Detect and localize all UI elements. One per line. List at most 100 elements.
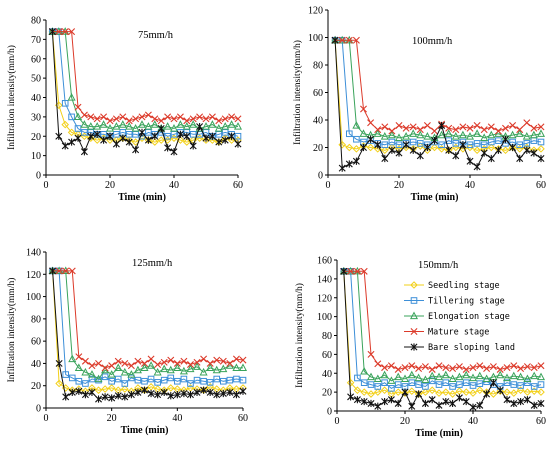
data-point-bare	[476, 401, 484, 409]
data-point-bare	[537, 399, 545, 408]
data-point-bare	[367, 399, 375, 408]
x-tick-label: 40	[468, 416, 478, 427]
data-point-seedling	[182, 138, 191, 146]
data-point-bare	[530, 149, 538, 157]
data-point-tillering	[374, 383, 382, 390]
data-point-mature	[523, 119, 531, 127]
data-point-elongation	[373, 129, 382, 137]
data-point-bare	[428, 396, 436, 404]
chart-title: 150mm/h	[418, 260, 459, 271]
data-point-mature	[476, 362, 484, 370]
y-tick-label: 0	[36, 171, 41, 182]
data-point-tillering	[226, 376, 234, 384]
data-point-mature	[74, 103, 82, 111]
data-point-bare	[469, 403, 477, 411]
data-point-bare	[87, 132, 95, 140]
data-point-tillering	[167, 374, 175, 382]
data-point-mature	[388, 127, 396, 135]
data-point-seedling	[448, 390, 457, 398]
data-point-elongation	[137, 120, 147, 128]
data-point-bare	[151, 132, 159, 140]
data-point-elongation	[394, 133, 404, 141]
data-point-seedling	[366, 143, 375, 152]
data-point-mature	[530, 364, 538, 372]
data-point-elongation	[428, 371, 437, 380]
data-point-bare	[523, 146, 531, 154]
y-tick-label: 20	[313, 143, 323, 154]
data-point-mature	[445, 124, 453, 132]
data-point-mature	[157, 117, 165, 125]
data-point-mature	[180, 357, 188, 365]
data-point-mature	[206, 359, 214, 367]
data-point-bare	[49, 267, 57, 275]
data-point-bare	[226, 388, 234, 396]
data-point-tillering	[367, 381, 375, 388]
data-point-elongation	[509, 371, 518, 380]
data-point-mature	[196, 113, 204, 121]
data-point-mature	[141, 359, 148, 367]
series-line-seedling	[343, 271, 542, 395]
data-point-tillering	[81, 129, 88, 136]
data-point-elongation	[131, 124, 140, 132]
data-point-bare	[208, 132, 216, 140]
data-point-bare	[452, 152, 460, 160]
data-point-mature	[347, 267, 355, 275]
data-point-bare	[442, 397, 450, 406]
data-point-bare	[345, 160, 353, 168]
data-point-mature	[353, 267, 361, 275]
data-point-bare	[435, 401, 443, 409]
data-point-elongation	[380, 370, 389, 379]
data-point-tillering	[189, 131, 197, 138]
data-point-seedling	[530, 387, 539, 395]
data-point-elongation	[189, 120, 198, 128]
data-point-bare	[338, 164, 346, 172]
data-point-bare	[445, 146, 453, 154]
data-point-elongation	[81, 367, 90, 376]
data-point-mature	[487, 123, 495, 131]
y-tick-label: 0	[318, 171, 323, 182]
series-line-mature	[52, 270, 244, 369]
data-point-elongation	[455, 372, 464, 381]
data-point-mature	[517, 365, 525, 373]
x-tick-label: 20	[107, 413, 117, 424]
data-point-bare	[138, 128, 146, 136]
data-point-bare	[167, 392, 175, 400]
data-point-mature	[167, 356, 175, 364]
data-point-mature	[151, 115, 159, 123]
y-tick-label: 100	[26, 292, 41, 303]
series-mature	[49, 267, 247, 372]
data-point-tillering	[354, 374, 361, 382]
x-tick-label: 60	[536, 416, 546, 427]
data-point-elongation	[74, 363, 83, 371]
data-point-elongation	[173, 363, 182, 371]
y-tick-label: 20	[322, 388, 332, 399]
y-tick-label: 0	[327, 407, 332, 418]
data-point-mature	[186, 361, 194, 369]
y-axis-label: Infiltration intensity(mm/h)	[6, 278, 17, 383]
data-point-mature	[221, 115, 229, 123]
data-point-bare	[462, 397, 470, 406]
data-point-tillering	[113, 131, 120, 138]
series-line-seedling	[334, 40, 542, 151]
data-point-tillering	[435, 381, 443, 388]
data-point-elongation	[441, 370, 450, 379]
data-point-bare	[68, 388, 76, 396]
x-tick-label: 40	[169, 180, 179, 191]
data-point-elongation	[421, 375, 430, 383]
data-point-tillering	[346, 130, 353, 138]
data-point-elongation	[176, 120, 185, 128]
data-point-elongation	[192, 362, 202, 370]
data-point-seedling	[523, 388, 532, 396]
data-point-mature	[144, 111, 152, 119]
chart-title: 75mm/h	[138, 30, 174, 41]
legend-bg	[401, 278, 533, 291]
series-line-tillering	[335, 39, 542, 146]
data-point-elongation	[206, 363, 215, 371]
data-point-bare	[219, 389, 227, 398]
data-point-tillering	[160, 376, 168, 384]
data-point-bare	[494, 146, 502, 154]
data-point-bare	[360, 143, 367, 152]
data-point-tillering	[466, 141, 474, 149]
data-point-seedling	[501, 146, 510, 155]
